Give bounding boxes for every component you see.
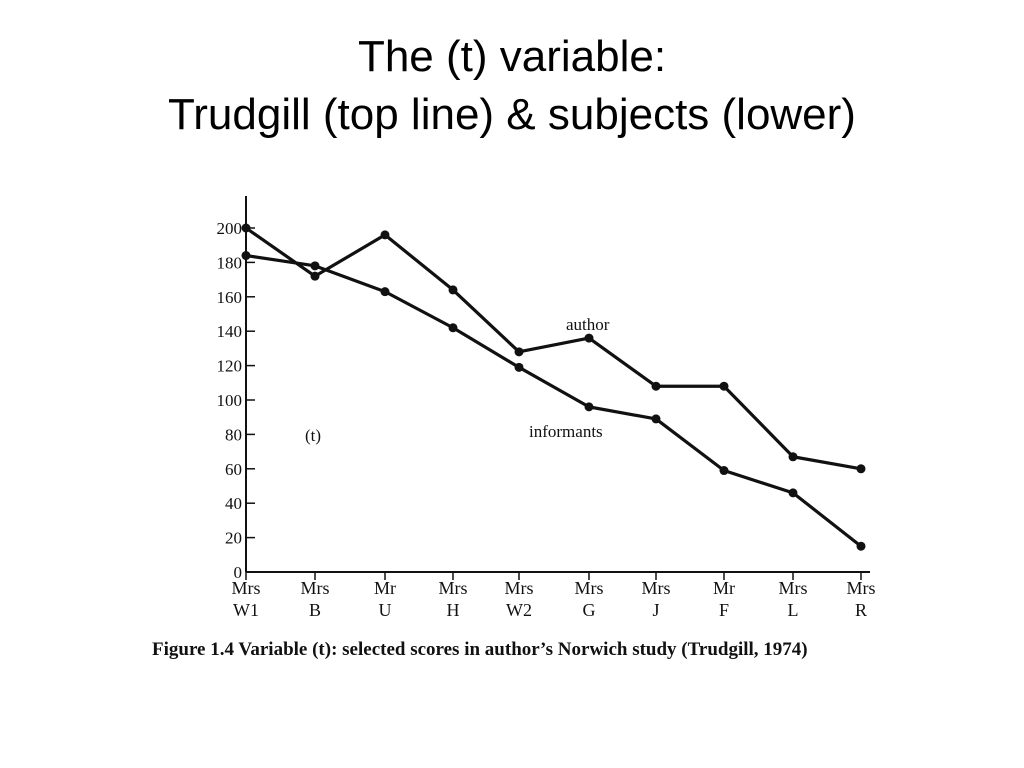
y-tick-label: 120 — [217, 357, 243, 376]
x-category-label-line1: Mrs — [504, 578, 533, 598]
y-tick-label: 140 — [217, 322, 243, 341]
x-category-label-line2: B — [309, 600, 321, 620]
series-line-informants — [244, 253, 863, 548]
x-category-label-line1: Mrs — [574, 578, 603, 598]
chart-inner-label: (t) — [305, 426, 321, 445]
data-point-informants — [380, 287, 390, 297]
data-point-author — [380, 230, 390, 240]
data-point-informants — [448, 323, 458, 333]
y-tick-label: 20 — [225, 529, 242, 548]
y-tick-label: 80 — [225, 425, 242, 444]
data-point-informants — [584, 402, 594, 412]
y-tick-label: 60 — [225, 460, 242, 479]
series-line-author — [244, 226, 863, 471]
y-tick-label: 40 — [225, 494, 242, 513]
x-category-label-line2: J — [652, 600, 659, 620]
x-category-label-line1: Mr — [713, 578, 735, 598]
x-category-label-line1: Mr — [374, 578, 396, 598]
data-point-informants — [651, 414, 661, 424]
series-label-informants: informants — [529, 422, 603, 441]
data-point-author — [856, 464, 866, 474]
x-category-label-line1: Mrs — [778, 578, 807, 598]
x-category-label-line2: R — [855, 600, 867, 620]
x-category-label-line1: Mrs — [641, 578, 670, 598]
figure-caption: Figure 1.4 Variable (t): selected scores… — [152, 639, 808, 660]
series-label-author: author — [566, 315, 610, 334]
chart-axes — [245, 196, 870, 573]
data-point-informants — [856, 541, 866, 551]
y-tick-label: 0 — [234, 563, 243, 582]
data-point-informants — [788, 488, 798, 498]
data-point-author — [584, 333, 594, 343]
x-category-label-line1: Mrs — [846, 578, 875, 598]
y-tick-label: 100 — [217, 391, 243, 410]
y-tick-label: 160 — [217, 288, 243, 307]
data-point-informants — [241, 251, 251, 261]
x-category-label-line2: W2 — [506, 600, 532, 620]
data-point-informants — [310, 261, 320, 271]
x-category-label-line2: W1 — [233, 600, 259, 620]
y-tick-label: 180 — [217, 253, 243, 272]
chart-labels: author informants (t) — [305, 315, 610, 445]
x-category-label-line2: U — [379, 600, 392, 620]
data-point-author — [448, 285, 458, 295]
data-point-author — [310, 271, 320, 281]
slide-title-line1: The (t) variable: — [357, 32, 667, 81]
data-point-author — [514, 347, 524, 357]
slide-title-line2: Trudgill (top line) & subjects (lower) — [168, 90, 856, 139]
x-category-label-line2: G — [583, 600, 596, 620]
data-point-author — [651, 381, 661, 391]
x-category-label-line2: L — [788, 600, 799, 620]
data-point-informants — [514, 362, 524, 372]
x-category-label-line2: H — [447, 600, 460, 620]
series-points — [241, 223, 866, 551]
x-category-label-line1: Mrs — [231, 578, 260, 598]
data-point-author — [719, 381, 729, 391]
slide-title: The (t) variable: Trudgill (top line) & … — [0, 28, 1024, 144]
x-category-label-line1: Mrs — [438, 578, 467, 598]
series-lines — [244, 226, 863, 548]
data-point-author — [788, 452, 798, 462]
y-tick-label: 200 — [217, 219, 243, 238]
y-axis-ticks: 0 20 40 60 80 100 120 140 160 180 200 — [217, 219, 255, 582]
data-point-informants — [719, 466, 729, 476]
data-point-author — [241, 223, 251, 233]
x-category-label-line1: Mrs — [300, 578, 329, 598]
x-category-label-line2: F — [719, 600, 729, 620]
